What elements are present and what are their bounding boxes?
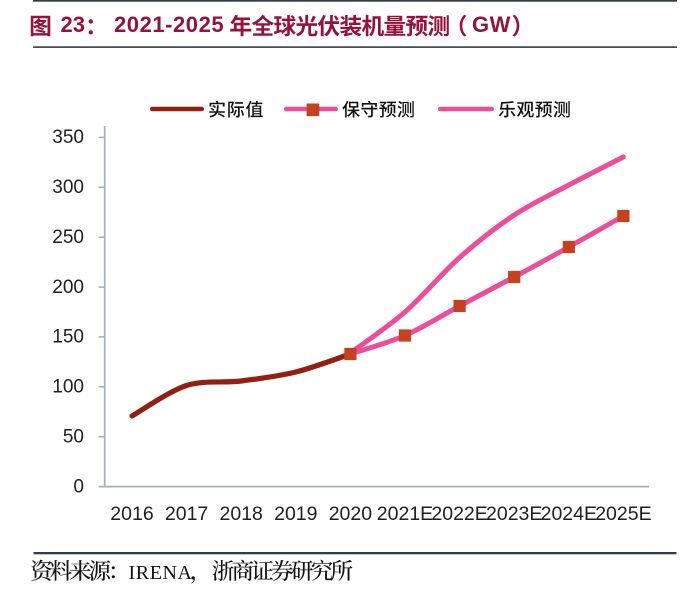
svg-text:GW: GW [472,12,511,37]
svg-text:250: 250 [52,227,84,248]
svg-text:2016: 2016 [110,503,153,525]
svg-text:2024E: 2024E [541,503,597,525]
svg-text:2025E: 2025E [595,503,651,525]
svg-text:0: 0 [73,476,84,497]
svg-text:2019: 2019 [274,503,317,525]
svg-text:2021E: 2021E [377,503,433,525]
svg-text:2022E: 2022E [431,503,487,525]
svg-text:2023E: 2023E [486,503,542,525]
svg-text:IRENA: IRENA [129,562,193,584]
svg-text:2020: 2020 [329,503,373,525]
svg-text:50: 50 [63,426,84,447]
svg-text:2018: 2018 [220,503,263,525]
svg-text:100: 100 [52,377,84,398]
svg-text:23: 23 [61,12,85,37]
svg-text:150: 150 [52,327,84,348]
svg-text:2017: 2017 [165,503,208,525]
svg-text:200: 200 [52,277,84,298]
svg-text:350: 350 [52,127,84,148]
svg-text:300: 300 [52,177,84,198]
svg-text:2021-2025: 2021-2025 [114,12,224,37]
